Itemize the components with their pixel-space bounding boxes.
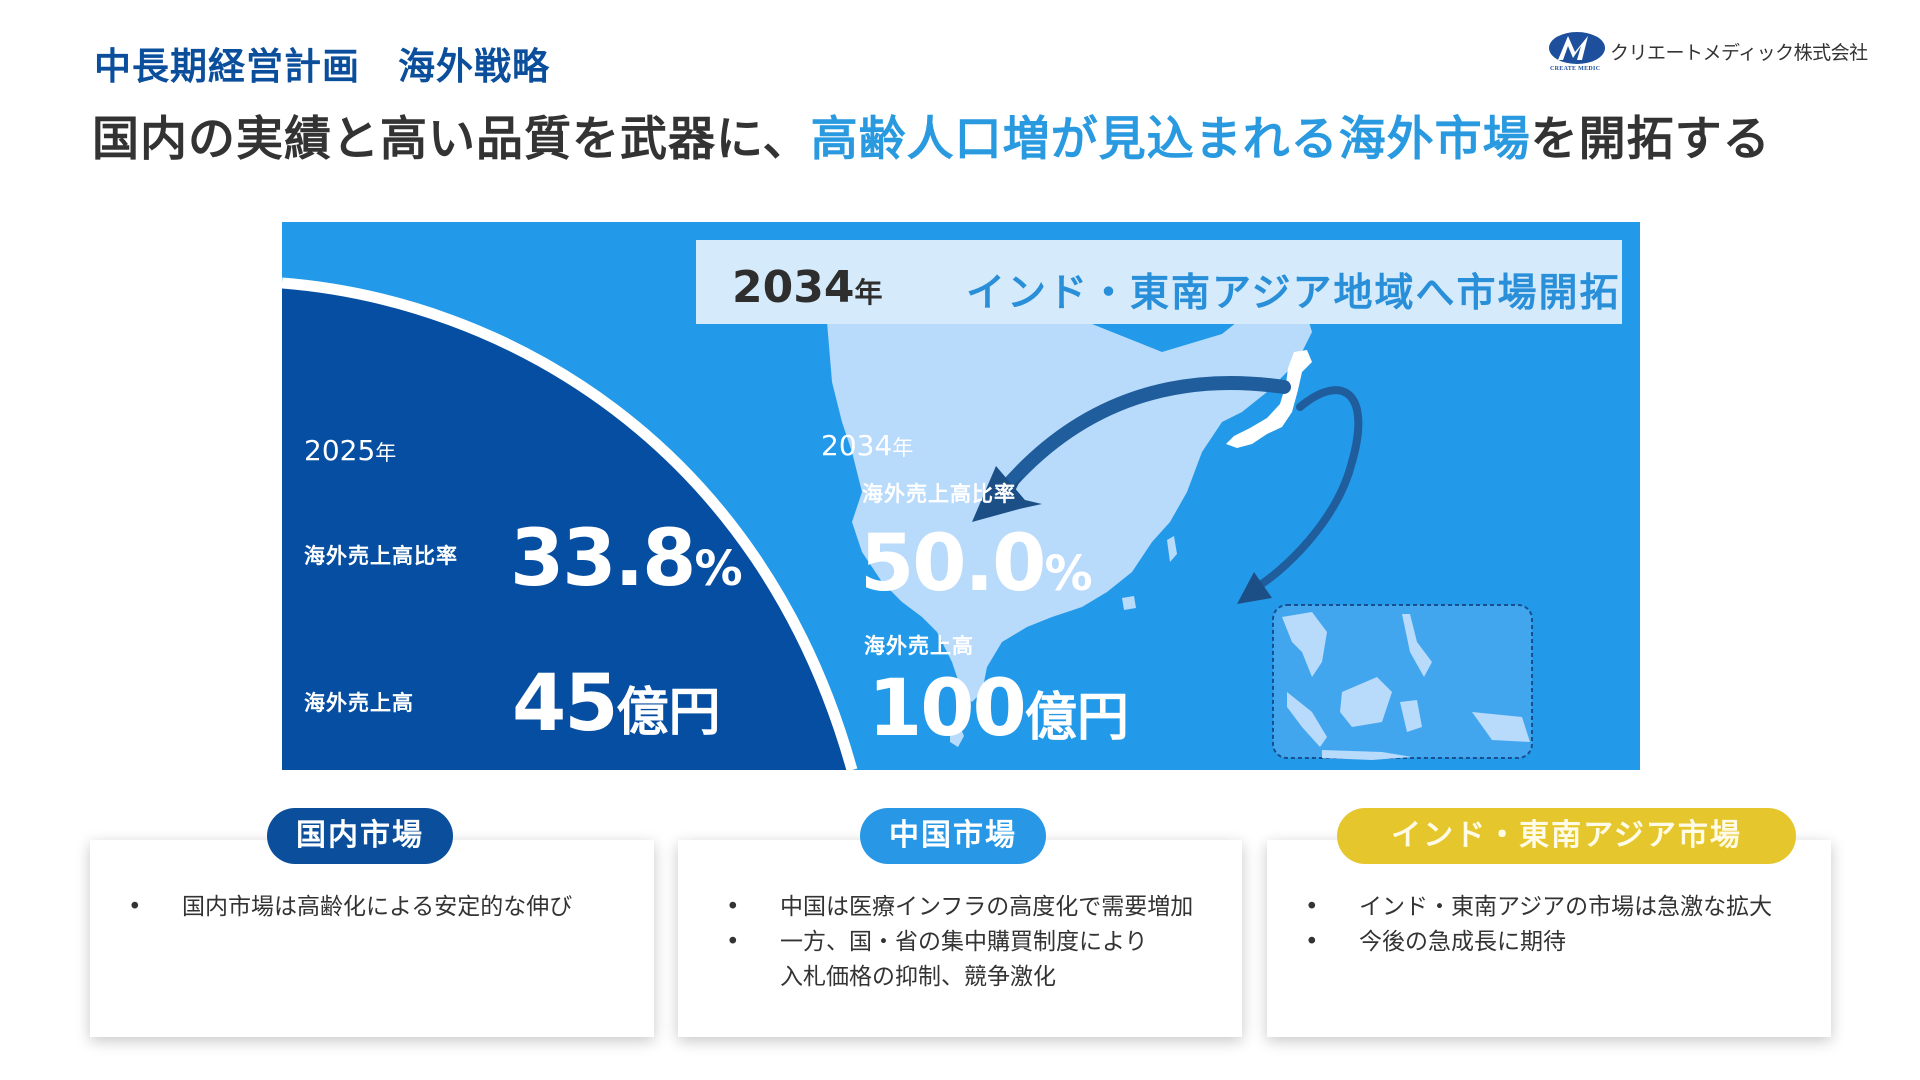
list-item: • 一方、国・省の集中購買制度により 入札価格の抑制、競争激化 [726,929,1148,990]
current-year-label: 2025年 [304,434,397,467]
market-label-china: 中国市場 [860,808,1046,864]
arrow-japan-to-india-icon [972,376,1291,522]
section-title: 中長期経営計画 海外戦略 [94,45,550,88]
india-southeast-asia-bullets: • インド・東南アジアの市場は急激な拡大 • 今後の急成長に期待 [1267,890,1831,960]
list-item: • 中国は医療インフラの高度化で需要増加 [726,894,1194,920]
market-card-india-southeast-asia: • インド・東南アジアの市場は急激な拡大 • 今後の急成長に期待 [1267,840,1831,1037]
current-sales-value: 45億円 [512,659,721,749]
headline-highlight: 高齢人口増が見込まれる海外市場 [810,112,1531,167]
goal-sales-value: 100億円 [868,664,1129,754]
target-year: 2034年 [732,262,883,313]
china-bullets: • 中国は医療インフラの高度化で需要増加 • 一方、国・省の集中購買制度により 入札価… [678,890,1242,995]
headline-part1: 国内の実績と高い品質を武器に、 [92,112,811,167]
domestic-bullets: • 国内市場は高齢化による安定的な伸び [90,890,654,925]
list-item: • インド・東南アジアの市場は急激な拡大 [1305,894,1773,920]
goal-year-label: 2034年 [821,429,914,462]
company-name: クリエートメディック株式会社 [1610,42,1868,64]
target-banner [696,240,1622,324]
list-item: • 今後の急成長に期待 [1305,929,1566,955]
current-ratio-value: 33.8% [510,514,743,604]
market-label-india-southeast-asia: インド・東南アジア市場 [1337,808,1796,864]
market-card-domestic: • 国内市場は高齢化による安定的な伸び [90,840,654,1037]
japan-icon [1226,350,1312,448]
page-headline: 国内の実績と高い品質を武器に、高齢人口増が見込まれる海外市場を開拓する [92,100,1771,169]
arrow-japan-to-southeast-asia-icon [1237,386,1363,604]
panel-background [282,277,1533,770]
goal-ratio-value: 50.0% [860,519,1093,609]
current-sales-label: 海外売上高 [304,691,414,715]
logo-caption: CREATE MEDIC [1550,66,1601,72]
headline-part2: を開拓する [1530,112,1771,167]
goal-ratio-label: 海外売上高比率 [862,482,1016,506]
target-title: インド・東南アジア地域へ市場開拓 [966,271,1621,316]
southeast-asia-region [1272,604,1533,759]
market-card-china: • 中国は医療インフラの高度化で需要増加 • 一方、国・省の集中購買制度により 入札価… [678,840,1242,1037]
company-logo: CREATE MEDIC クリエートメディック株式会社 [1548,28,1868,76]
market-label-domestic: 国内市場 [267,808,453,864]
goal-sales-label: 海外売上高 [864,634,974,658]
list-item: • 国内市場は高齢化による安定的な伸び [128,894,573,920]
create-medic-logo-icon [1549,32,1605,64]
current-ratio-label: 海外売上高比率 [304,544,458,568]
